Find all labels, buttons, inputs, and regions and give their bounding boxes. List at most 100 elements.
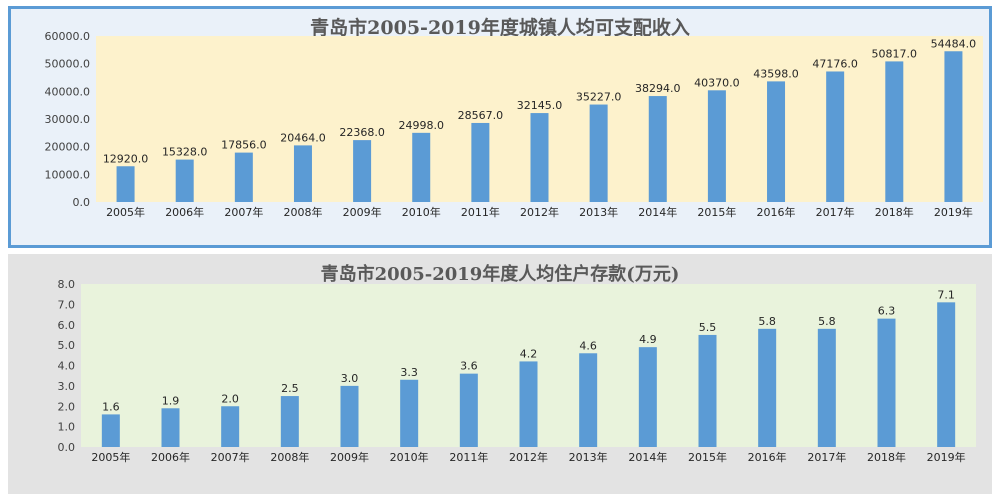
bar [579,353,598,447]
bar [116,166,135,202]
deposit-chart-title: 青岛市2005-2019年度人均住户存款(万元) [320,264,680,285]
category-label: 2009年 [343,205,382,219]
category-label: 2010年 [402,205,441,219]
bar [280,396,299,447]
y-tick-label: 3.0 [58,380,76,393]
data-label: 4.9 [639,333,657,346]
category-label: 2017年 [816,205,855,219]
category-label: 2011年 [461,205,500,219]
category-label: 2019年 [934,205,973,219]
data-label: 43598.0 [753,67,799,80]
bar [353,140,372,202]
bar [471,122,490,202]
data-label: 4.6 [579,339,597,352]
data-label: 22368.0 [339,126,385,139]
y-tick-label: 0.0 [58,441,76,454]
data-label: 40370.0 [694,76,740,89]
data-label: 50817.0 [872,47,918,60]
bar [530,113,549,202]
category-label: 2015年 [697,205,736,219]
category-label: 2016年 [748,450,787,464]
category-label: 2005年 [106,205,145,219]
category-label: 2007年 [224,205,263,219]
y-tick-label: 50000.0 [45,58,91,71]
category-label: 2009年 [330,450,369,464]
y-tick-label: 6.0 [58,319,76,332]
bar [698,334,717,447]
category-label: 2008年 [283,205,322,219]
category-label: 2012年 [520,205,559,219]
data-label: 28567.0 [458,109,504,122]
category-label: 2007年 [211,450,250,464]
category-label: 2013年 [569,450,608,464]
category-label: 2013年 [579,205,618,219]
data-label: 3.3 [400,366,418,379]
data-label: 20464.0 [280,131,326,144]
bar [767,81,786,202]
income-bar-chart: 0.0 10000.0 20000.0 30000.0 40000.0 50000.0 60… [45,30,983,219]
bar [758,328,777,447]
category-label: 2011年 [449,450,488,464]
bar [175,159,194,202]
data-label: 1.9 [162,394,180,407]
deposit-bar-chart: 0.0 1.0 2.0 3.0 4.0 5.0 6.0 7.0 8.0 1.6 2005年 1.9 20… [58,278,976,464]
y-tick-label: 2.0 [58,400,76,413]
category-label: 2014年 [638,205,677,219]
category-label: 2006年 [151,450,190,464]
bar [707,90,726,202]
bar [400,379,419,447]
data-label: 1.6 [102,400,120,413]
y-tick-label: 10000.0 [45,168,91,181]
bar [340,385,359,447]
data-label: 6.3 [878,305,896,318]
bar [234,152,253,202]
category-label: 2015年 [688,450,727,464]
y-tick-label: 0.0 [73,196,91,209]
bar [459,373,478,447]
y-tick-label: 7.0 [58,298,76,311]
data-label: 47176.0 [812,57,858,70]
bar [648,96,667,202]
income-chart-title: 青岛市2005-2019年度城镇人均可支配收入 [310,17,690,39]
y-tick-label: 8.0 [58,278,76,291]
y-tick-label: 30000.0 [45,113,91,126]
data-label: 3.0 [341,372,359,385]
category-label: 2010年 [390,450,429,464]
category-label: 2012年 [509,450,548,464]
category-label: 2014年 [628,450,667,464]
data-label: 24998.0 [398,119,444,132]
y-tick-label: 5.0 [58,339,76,352]
category-label: 2016年 [757,205,796,219]
y-tick-label: 60000.0 [45,30,91,43]
bar [638,347,657,447]
bar [817,328,836,447]
y-tick-label: 40000.0 [45,85,91,98]
data-label: 7.1 [937,288,955,301]
bar [293,145,312,202]
category-label: 2005年 [91,450,130,464]
data-label: 4.2 [520,347,538,360]
category-label: 2006年 [165,205,204,219]
deposit-chart-panel: 青岛市2005-2019年度人均住户存款(万元) 0.0 1.0 2.0 3.0 4.0… [8,254,992,494]
y-tick-label: 20000.0 [45,141,91,154]
category-label: 2018年 [867,450,906,464]
category-label: 2019年 [927,450,966,464]
category-label: 2018年 [875,205,914,219]
income-chart-panel: 青岛市2005-2019年度城镇人均可支配收入 0.0 10000.0 20000.… [8,6,992,248]
category-label: 2008年 [270,450,309,464]
category-label: 2017年 [807,450,846,464]
bar [877,318,896,447]
bar [221,406,240,447]
bar [937,302,956,447]
data-label: 38294.0 [635,82,681,95]
bar [826,71,845,202]
bar [589,104,608,202]
y-tick-label: 1.0 [58,421,76,434]
data-label: 5.5 [699,321,717,334]
bar [101,414,120,447]
bar [885,61,904,203]
data-label: 17856.0 [221,139,267,152]
bar [161,408,180,447]
income-chart-area: 青岛市2005-2019年度城镇人均可支配收入 0.0 10000.0 20000.… [11,9,989,245]
y-tick-label: 4.0 [58,360,76,373]
